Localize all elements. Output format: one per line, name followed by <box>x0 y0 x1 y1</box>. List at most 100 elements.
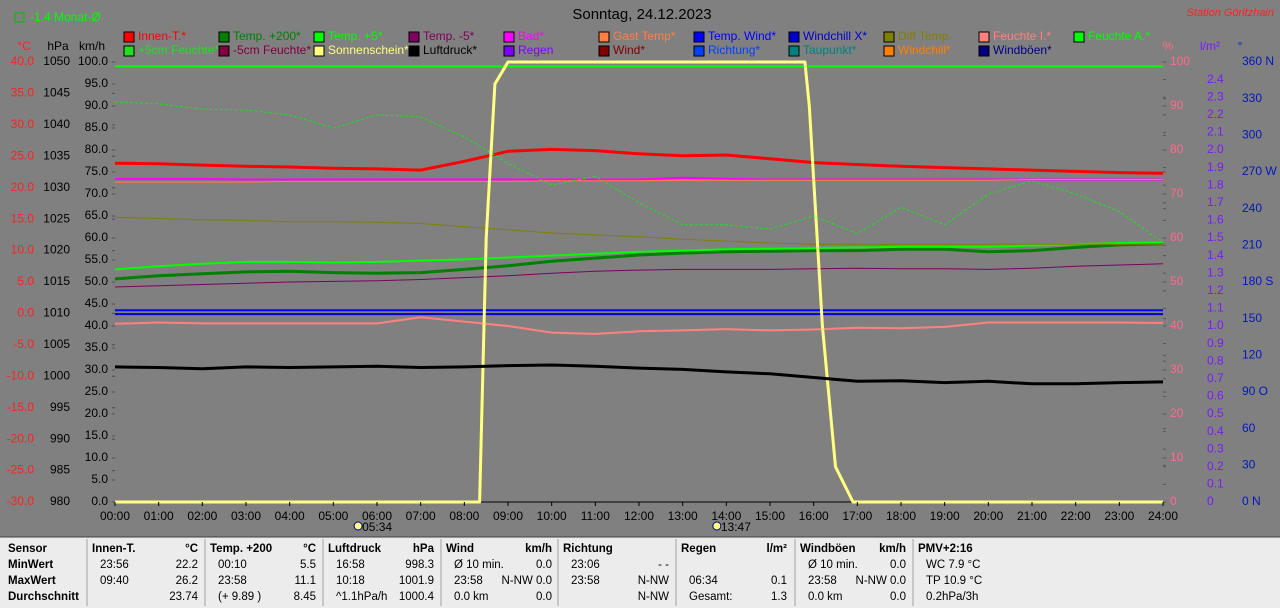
legend-swatch <box>408 45 420 57</box>
y-tick-label: 80.0 <box>85 142 109 156</box>
cell-left: Ø 10 min. <box>808 559 858 571</box>
y-tick-label: 30.0 <box>85 362 109 376</box>
x-tick-label: 18:00 <box>886 509 916 523</box>
legend-label: Diff Temp. <box>898 29 952 43</box>
y-tick-label: 1.8 <box>1207 177 1224 191</box>
legend-swatch <box>123 31 135 43</box>
cell-left: 23:58 <box>571 575 600 587</box>
y-tick-label: 1020 <box>43 243 70 257</box>
y-tick-label: 20.0 <box>85 406 109 420</box>
legend-label: Regen <box>518 43 553 57</box>
x-tick-label: 13:00 <box>668 509 698 523</box>
plot <box>114 60 1164 504</box>
y-tick-label: 1.0 <box>1207 318 1224 332</box>
y-tick-label: 40 <box>1170 318 1184 332</box>
legend-label: Temp. -5* <box>423 29 475 43</box>
legend-label: Windböen* <box>993 43 1052 57</box>
sun-marker <box>353 521 363 531</box>
cell-right: 26.2 <box>176 575 198 587</box>
y-tick-label: 35.0 <box>85 340 109 354</box>
y-tick-label: 2.4 <box>1207 72 1224 86</box>
y-tick-label: 10.0 <box>11 243 35 257</box>
legend-swatch <box>598 45 610 57</box>
y-tick-label: 1015 <box>43 274 70 288</box>
y-tick-label: 45.0 <box>85 296 109 310</box>
axis-unit: l/m² <box>1200 39 1220 53</box>
y-tick-label: 50 <box>1170 274 1184 288</box>
x-tick-label: 14:00 <box>711 509 741 523</box>
x-tick-label: 03:00 <box>231 509 261 523</box>
legend-swatch <box>978 31 990 43</box>
legend-label: Temp. Wind* <box>708 29 776 43</box>
y-tick-label: 0.4 <box>1207 424 1224 438</box>
legend-label: Innen-T.* <box>138 29 186 43</box>
x-tick-label: 24:00 <box>1148 509 1178 523</box>
group-title: Richtung <box>563 543 613 555</box>
station-name: Station Göritzhain <box>1187 7 1274 19</box>
series-line <box>114 241 1164 271</box>
cell-left: 23:58 <box>808 575 837 587</box>
x-tick-label: 07:00 <box>406 509 436 523</box>
cell-right: N-NW <box>638 575 669 587</box>
x-tick-label: 11:00 <box>581 509 610 523</box>
x-tick-label: 05:00 <box>318 509 348 523</box>
y-tick-label: 10.0 <box>85 450 109 464</box>
y-tick-label: -30.0 <box>7 494 35 508</box>
y-tick-label: 100 <box>1170 54 1190 68</box>
y-tick-label: 5.0 <box>17 274 34 288</box>
legend-swatch <box>313 45 325 57</box>
y-tick-label: 1000 <box>43 368 70 382</box>
row-label: MaxWert <box>8 575 56 587</box>
cell-left: 0.0 km <box>808 591 843 603</box>
y-tick-label: 240 <box>1242 201 1262 215</box>
cell-left: WC 7.9 °C <box>926 559 980 571</box>
group-unit: l/m² <box>767 543 788 555</box>
group-unit: °C <box>303 543 316 555</box>
cell-left: Gesamt: <box>689 591 732 603</box>
legend-swatch <box>1073 31 1085 43</box>
y-tick-label: 0.9 <box>1207 336 1224 350</box>
cell-right: 8.45 <box>294 591 316 603</box>
y-tick-label: 20.0 <box>11 180 35 194</box>
y-tick-label: 1045 <box>43 86 70 100</box>
x-tick-label: 19:00 <box>930 509 960 523</box>
y-tick-label: 25.0 <box>11 148 35 162</box>
y-tick-label: 40.0 <box>11 54 35 68</box>
legend-label: Sonnenschein* <box>328 43 409 57</box>
series-line <box>114 101 1164 243</box>
cell-right: N-NW <box>638 591 669 603</box>
y-tick-label: 90.0 <box>85 98 109 112</box>
group-title: PMV+2:16 <box>918 543 973 555</box>
y-tick-label: 300 <box>1242 128 1262 142</box>
series-line <box>114 263 1164 288</box>
x-tick-label: 02:00 <box>187 509 217 523</box>
cell-right: 11.1 <box>294 575 316 587</box>
group-title: Innen-T. <box>92 543 135 555</box>
cell-left: 0.2hPa/3h <box>926 591 978 603</box>
x-tick-label: 22:00 <box>1061 509 1091 523</box>
y-tick-label: 50.0 <box>85 274 109 288</box>
y-tick-label: -20.0 <box>7 431 35 445</box>
legend-swatch <box>503 31 515 43</box>
y-tick-label: 1.7 <box>1207 195 1224 209</box>
y-tick-label: -25.0 <box>7 463 35 477</box>
table-header: Sensor <box>8 543 48 555</box>
group-title: Luftdruck <box>328 543 382 555</box>
cell-left: 06:34 <box>689 575 718 587</box>
y-tick-label: 120 <box>1242 348 1262 362</box>
cell-left: 23:56 <box>100 559 129 571</box>
y-tick-label: 65.0 <box>85 208 109 222</box>
y-tick-label: 2.2 <box>1207 107 1224 121</box>
legend-label: Richtung* <box>708 43 760 57</box>
y-tick-label: 0 N <box>1242 494 1261 508</box>
legend-label: Windchill X* <box>803 29 867 43</box>
group-unit: km/h <box>879 543 906 555</box>
cell-right: 1000.4 <box>399 591 435 603</box>
y-tick-label: 70 <box>1170 186 1184 200</box>
y-tick-label: 1.9 <box>1207 160 1224 174</box>
x-tick-label: 16:00 <box>799 509 829 523</box>
group-unit: hPa <box>413 543 435 555</box>
y-tick-label: 60.0 <box>85 230 109 244</box>
y-tick-label: 95.0 <box>85 76 109 90</box>
legend-swatch <box>218 45 230 57</box>
